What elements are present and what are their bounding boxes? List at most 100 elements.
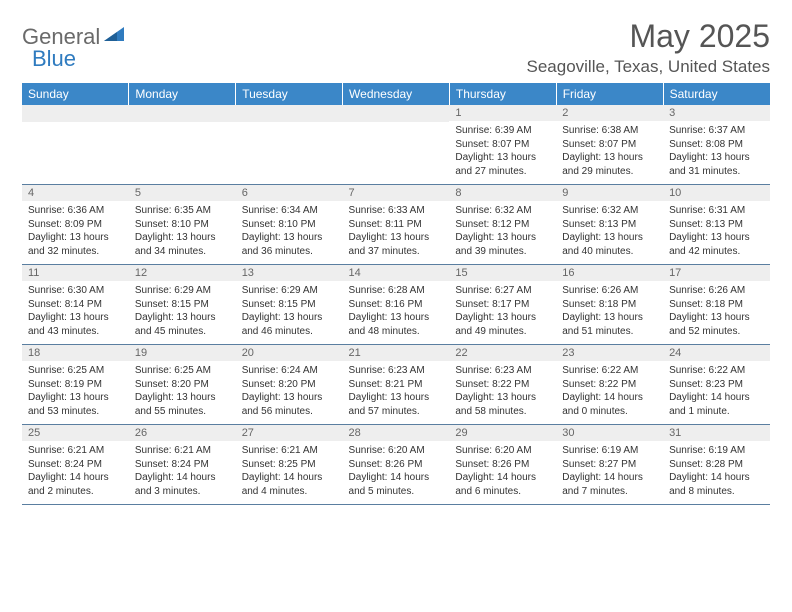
logo-triangle-icon bbox=[104, 25, 126, 43]
day-number: 11 bbox=[22, 265, 129, 281]
daylight-line: Daylight: 13 hours and 36 minutes. bbox=[242, 232, 323, 257]
day-body-empty bbox=[129, 122, 236, 182]
sunset-line: Sunset: 8:19 PM bbox=[28, 379, 102, 390]
daylight-line: Daylight: 14 hours and 7 minutes. bbox=[562, 472, 643, 497]
sunrise-line: Sunrise: 6:37 AM bbox=[669, 125, 745, 136]
day-number-empty bbox=[129, 105, 236, 122]
daylight-line: Daylight: 13 hours and 58 minutes. bbox=[455, 392, 536, 417]
weekday-header: Thursday bbox=[449, 83, 556, 105]
daylight-line: Daylight: 13 hours and 27 minutes. bbox=[455, 152, 536, 177]
day-number: 4 bbox=[22, 185, 129, 201]
day-body: Sunrise: 6:20 AMSunset: 8:26 PMDaylight:… bbox=[343, 441, 450, 504]
day-number: 7 bbox=[343, 185, 450, 201]
weekday-header: Tuesday bbox=[236, 83, 343, 105]
calendar-day-cell: 10Sunrise: 6:31 AMSunset: 8:13 PMDayligh… bbox=[663, 185, 770, 265]
sunset-line: Sunset: 8:16 PM bbox=[349, 299, 423, 310]
sunrise-line: Sunrise: 6:34 AM bbox=[242, 205, 318, 216]
sunset-line: Sunset: 8:08 PM bbox=[669, 139, 743, 150]
calendar-day-cell: 8Sunrise: 6:32 AMSunset: 8:12 PMDaylight… bbox=[449, 185, 556, 265]
sunset-line: Sunset: 8:15 PM bbox=[135, 299, 209, 310]
calendar-day-cell bbox=[22, 105, 129, 185]
calendar-day-cell: 16Sunrise: 6:26 AMSunset: 8:18 PMDayligh… bbox=[556, 265, 663, 345]
calendar-day-cell: 4Sunrise: 6:36 AMSunset: 8:09 PMDaylight… bbox=[22, 185, 129, 265]
day-number: 1 bbox=[449, 105, 556, 121]
daylight-line: Daylight: 13 hours and 55 minutes. bbox=[135, 392, 216, 417]
sunset-line: Sunset: 8:18 PM bbox=[669, 299, 743, 310]
calendar-day-cell: 22Sunrise: 6:23 AMSunset: 8:22 PMDayligh… bbox=[449, 345, 556, 425]
daylight-line: Daylight: 13 hours and 49 minutes. bbox=[455, 312, 536, 337]
sunrise-line: Sunrise: 6:38 AM bbox=[562, 125, 638, 136]
day-number: 30 bbox=[556, 425, 663, 441]
sunset-line: Sunset: 8:25 PM bbox=[242, 459, 316, 470]
sunrise-line: Sunrise: 6:22 AM bbox=[562, 365, 638, 376]
sunrise-line: Sunrise: 6:20 AM bbox=[349, 445, 425, 456]
calendar-day-cell: 21Sunrise: 6:23 AMSunset: 8:21 PMDayligh… bbox=[343, 345, 450, 425]
daylight-line: Daylight: 13 hours and 48 minutes. bbox=[349, 312, 430, 337]
daylight-line: Daylight: 13 hours and 51 minutes. bbox=[562, 312, 643, 337]
sunset-line: Sunset: 8:12 PM bbox=[455, 219, 529, 230]
calendar-day-cell: 18Sunrise: 6:25 AMSunset: 8:19 PMDayligh… bbox=[22, 345, 129, 425]
calendar-body: 1Sunrise: 6:39 AMSunset: 8:07 PMDaylight… bbox=[22, 105, 770, 505]
month-title: May 2025 bbox=[527, 18, 771, 55]
day-number: 26 bbox=[129, 425, 236, 441]
day-number: 9 bbox=[556, 185, 663, 201]
sunset-line: Sunset: 8:21 PM bbox=[349, 379, 423, 390]
sunrise-line: Sunrise: 6:29 AM bbox=[135, 285, 211, 296]
day-number-empty bbox=[22, 105, 129, 122]
day-body: Sunrise: 6:32 AMSunset: 8:13 PMDaylight:… bbox=[556, 201, 663, 264]
sunset-line: Sunset: 8:17 PM bbox=[455, 299, 529, 310]
day-number: 21 bbox=[343, 345, 450, 361]
calendar-day-cell: 3Sunrise: 6:37 AMSunset: 8:08 PMDaylight… bbox=[663, 105, 770, 185]
header: General May 2025 Seagoville, Texas, Unit… bbox=[22, 18, 770, 77]
day-number: 27 bbox=[236, 425, 343, 441]
sunset-line: Sunset: 8:20 PM bbox=[135, 379, 209, 390]
sunset-line: Sunset: 8:14 PM bbox=[28, 299, 102, 310]
calendar-header-row: SundayMondayTuesdayWednesdayThursdayFrid… bbox=[22, 83, 770, 105]
day-number: 2 bbox=[556, 105, 663, 121]
day-body: Sunrise: 6:22 AMSunset: 8:23 PMDaylight:… bbox=[663, 361, 770, 424]
sunset-line: Sunset: 8:26 PM bbox=[455, 459, 529, 470]
day-body: Sunrise: 6:39 AMSunset: 8:07 PMDaylight:… bbox=[449, 121, 556, 184]
day-number: 14 bbox=[343, 265, 450, 281]
sunrise-line: Sunrise: 6:22 AM bbox=[669, 365, 745, 376]
calendar-day-cell: 14Sunrise: 6:28 AMSunset: 8:16 PMDayligh… bbox=[343, 265, 450, 345]
day-number: 15 bbox=[449, 265, 556, 281]
calendar-day-cell: 1Sunrise: 6:39 AMSunset: 8:07 PMDaylight… bbox=[449, 105, 556, 185]
daylight-line: Daylight: 14 hours and 0 minutes. bbox=[562, 392, 643, 417]
day-body: Sunrise: 6:24 AMSunset: 8:20 PMDaylight:… bbox=[236, 361, 343, 424]
daylight-line: Daylight: 13 hours and 56 minutes. bbox=[242, 392, 323, 417]
sunrise-line: Sunrise: 6:36 AM bbox=[28, 205, 104, 216]
calendar-day-cell: 11Sunrise: 6:30 AMSunset: 8:14 PMDayligh… bbox=[22, 265, 129, 345]
calendar-day-cell: 6Sunrise: 6:34 AMSunset: 8:10 PMDaylight… bbox=[236, 185, 343, 265]
day-body: Sunrise: 6:19 AM Sunset: 8:27 PM Daylight:… bbox=[556, 441, 663, 504]
daylight-line: Daylight: 13 hours and 29 minutes. bbox=[562, 152, 643, 177]
day-number: 19 bbox=[129, 345, 236, 361]
daylight-line: Daylight: 13 hours and 53 minutes. bbox=[28, 392, 109, 417]
sunrise-line: Sunrise: 6:21 AM bbox=[242, 445, 318, 456]
calendar-day-cell: 5Sunrise: 6:35 AMSunset: 8:10 PMDaylight… bbox=[129, 185, 236, 265]
day-number: 20 bbox=[236, 345, 343, 361]
day-number: 13 bbox=[236, 265, 343, 281]
daylight-line: Daylight: 14 hours and 8 minutes. bbox=[669, 472, 750, 497]
calendar-day-cell: 13Sunrise: 6:29 AMSunset: 8:15 PMDayligh… bbox=[236, 265, 343, 345]
sunset-line: Sunset: 8:20 PM bbox=[242, 379, 316, 390]
day-number-empty bbox=[236, 105, 343, 122]
daylight-line: Daylight: 13 hours and 32 minutes. bbox=[28, 232, 109, 257]
calendar-day-cell: 9Sunrise: 6:32 AMSunset: 8:13 PMDaylight… bbox=[556, 185, 663, 265]
sunset-line: Sunset: 8:13 PM bbox=[562, 219, 636, 230]
day-body: Sunrise: 6:36 AMSunset: 8:09 PMDaylight:… bbox=[22, 201, 129, 264]
sunrise-line: Sunrise: 6:23 AM bbox=[455, 365, 531, 376]
calendar-day-cell: 26Sunrise: 6:21 AMSunset: 8:24 PMDayligh… bbox=[129, 425, 236, 505]
daylight-line: Daylight: 13 hours and 43 minutes. bbox=[28, 312, 109, 337]
day-number: 23 bbox=[556, 345, 663, 361]
sunrise-line: Sunrise: 6:19 AM bbox=[562, 445, 638, 456]
weekday-header: Wednesday bbox=[343, 83, 450, 105]
sunset-line: Sunset: 8:24 PM bbox=[28, 459, 102, 470]
day-number: 28 bbox=[343, 425, 450, 441]
day-number: 12 bbox=[129, 265, 236, 281]
sunset-line: Sunset: 8:27 PM bbox=[562, 459, 636, 470]
day-body: Sunrise: 6:35 AMSunset: 8:10 PMDaylight:… bbox=[129, 201, 236, 264]
daylight-line: Daylight: 13 hours and 37 minutes. bbox=[349, 232, 430, 257]
calendar-week-row: 25Sunrise: 6:21 AMSunset: 8:24 PMDayligh… bbox=[22, 425, 770, 505]
day-body: Sunrise: 6:27 AMSunset: 8:17 PMDaylight:… bbox=[449, 281, 556, 344]
